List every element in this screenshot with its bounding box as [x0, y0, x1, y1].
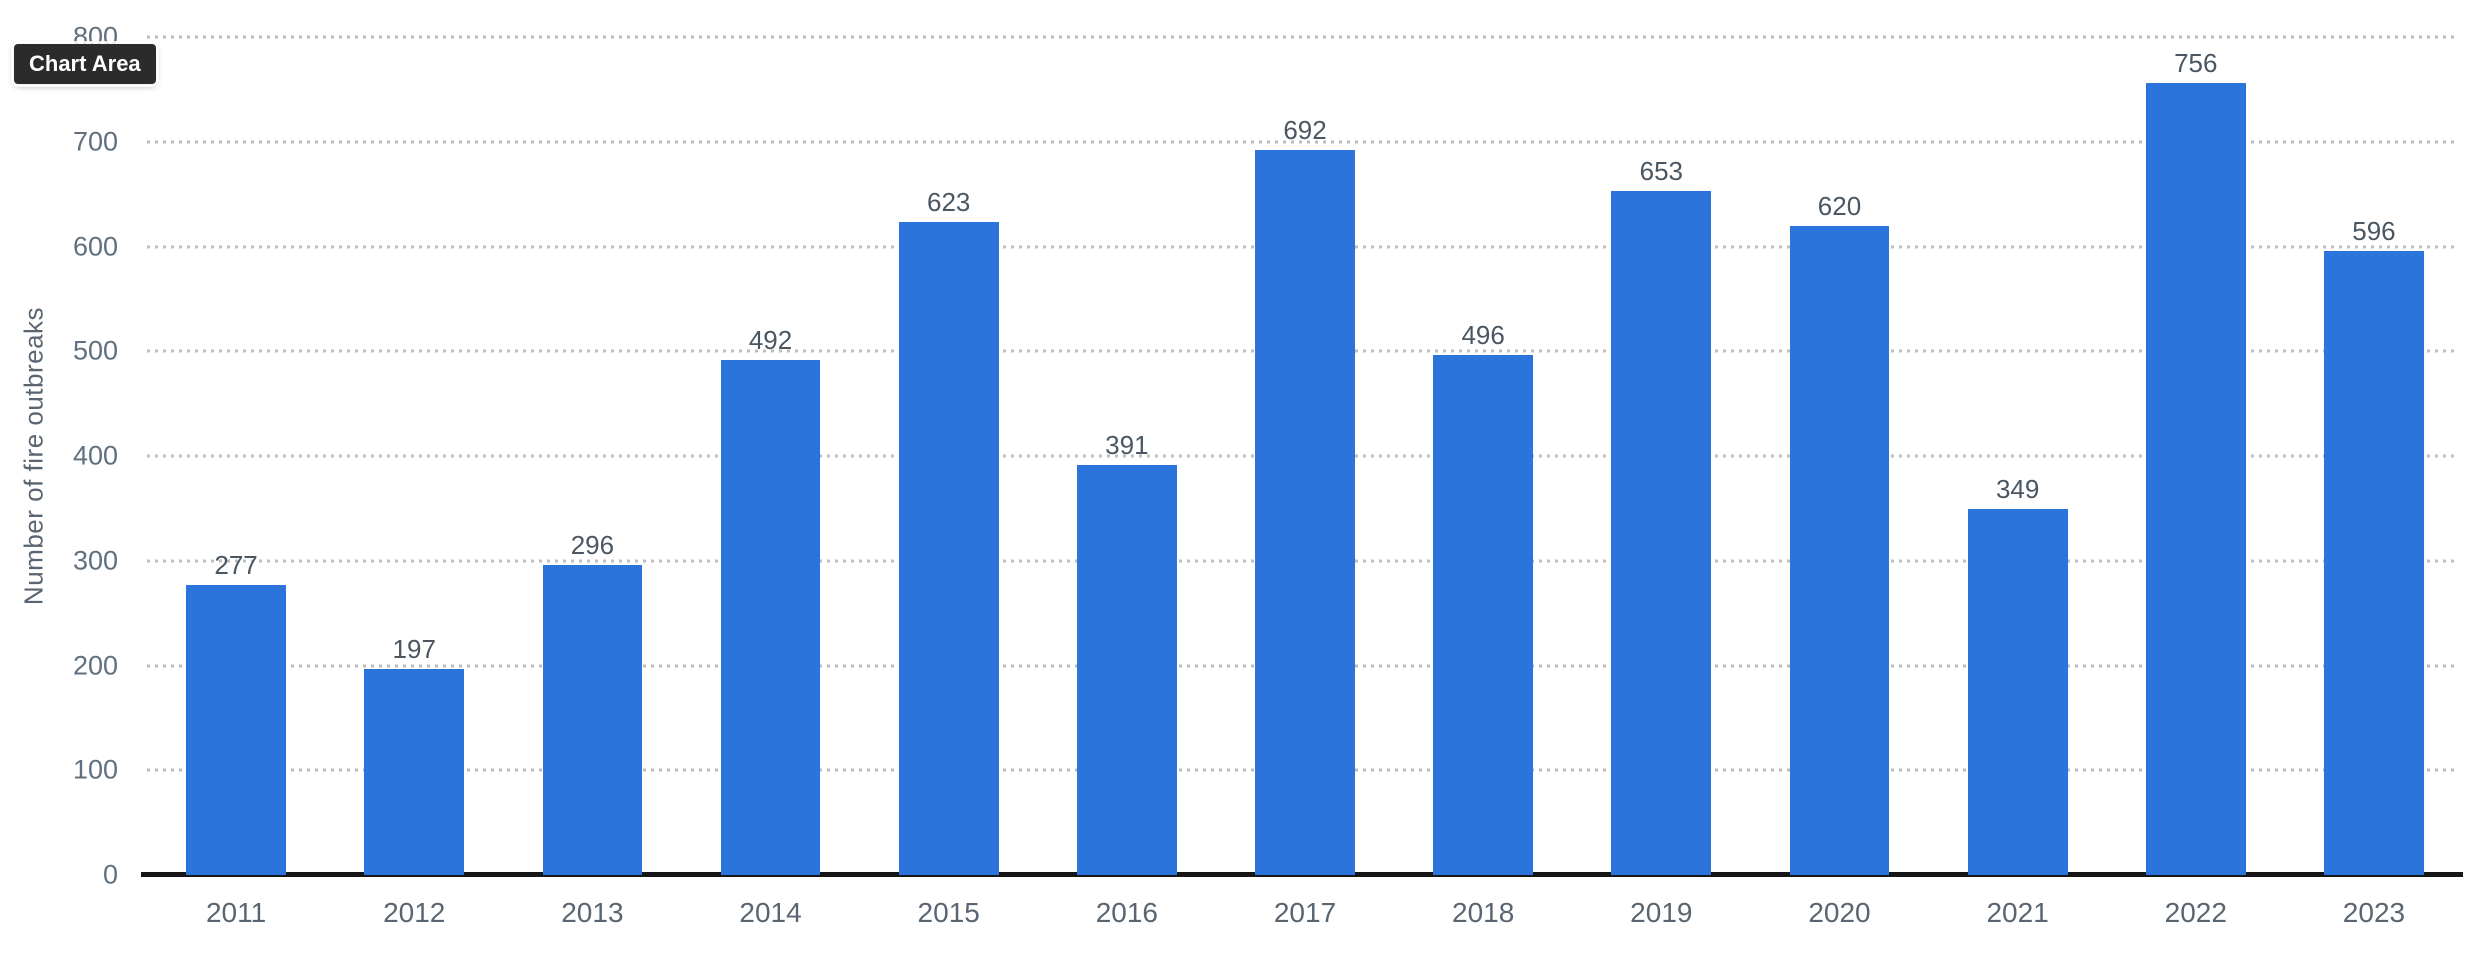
- y-tick-400: 400: [72, 440, 118, 471]
- bar-value-label-2016: 391: [1105, 430, 1149, 461]
- bar-2022[interactable]: [2145, 83, 2246, 875]
- y-tick-200: 200: [72, 650, 118, 680]
- x-axis-label-2022: 2022: [2164, 897, 2227, 928]
- bar-2019[interactable]: [1611, 190, 1712, 875]
- gridline-800: [147, 35, 2455, 39]
- bar-column-2018: 496: [1394, 37, 1572, 875]
- bar-value-label-2013: 296: [570, 529, 615, 560]
- bar-column-2023: 596: [2285, 37, 2463, 875]
- bar-2020[interactable]: [1789, 225, 1890, 875]
- bar-column-2020: 620: [1750, 37, 1928, 875]
- bar-value-label-2018: 496: [1461, 320, 1505, 351]
- bar-value-label-2022: 756: [2174, 48, 2218, 79]
- bar-2011[interactable]: [186, 584, 286, 875]
- chart-area-tooltip: Chart Area: [14, 44, 156, 85]
- bar-value-label-2017: 692: [1283, 115, 1327, 146]
- bar-column-2019: 653: [1572, 37, 1750, 875]
- x-axis-label-2020: 2020: [1808, 897, 1871, 928]
- x-axis-label-2019: 2019: [1630, 897, 1693, 928]
- bar-column-2014: 492: [681, 37, 859, 875]
- y-tick-100: 100: [72, 754, 118, 785]
- x-axis-label-2017: 2017: [1273, 897, 1337, 928]
- bar-2017[interactable]: [1255, 150, 1355, 875]
- gridline-700: [147, 140, 2455, 144]
- x-axis-label-2015: 2015: [917, 897, 980, 928]
- bar-value-label-2023: 596: [2352, 215, 2396, 246]
- bar-value-label-2019: 653: [1639, 155, 1684, 186]
- bar-column-2013: 296: [503, 37, 681, 875]
- bar-value-label-2011: 277: [214, 549, 258, 580]
- bar-column-2022: 756: [2107, 37, 2285, 875]
- bar-2013[interactable]: [542, 564, 643, 875]
- bar-column-2017: 692: [1216, 37, 1394, 875]
- bar-value-label-2012: 197: [392, 633, 436, 664]
- x-axis-label-2023: 2023: [2342, 897, 2406, 928]
- bar-2018[interactable]: [1433, 355, 1534, 875]
- x-axis-label-2011: 2011: [205, 897, 267, 928]
- bar-column-2016: 391: [1038, 37, 1216, 875]
- bar-2023[interactable]: [2324, 250, 2424, 875]
- x-axis-label-2014: 2014: [739, 897, 802, 928]
- bar-2014[interactable]: [720, 359, 821, 875]
- x-axis-label-2016: 2016: [1095, 897, 1158, 928]
- bar-2015[interactable]: [898, 222, 999, 875]
- bar-2016[interactable]: [1076, 465, 1177, 875]
- x-axis-label-2013: 2013: [561, 897, 624, 928]
- y-tick-500: 500: [72, 335, 118, 366]
- y-tick-700: 700: [72, 126, 118, 157]
- bar-value-label-2020: 620: [1817, 190, 1862, 221]
- bar-2021[interactable]: [1967, 509, 2068, 875]
- bar-2012[interactable]: [364, 668, 465, 875]
- bar-value-label-2014: 492: [748, 324, 793, 355]
- bar-column-2015: 623: [860, 37, 1038, 875]
- plot-area[interactable]: 277 197 296 492 623 391 692 496 653 620 349 756 596: [141, 35, 2463, 877]
- y-tick-0: 0: [102, 859, 118, 890]
- bar-value-label-2021: 349: [1995, 474, 2040, 505]
- y-tick-300: 300: [72, 545, 118, 576]
- bar-column-2021: 349: [1929, 37, 2107, 875]
- bar-column-2011: 277: [147, 37, 325, 875]
- bar-column-2012: 197: [325, 37, 503, 875]
- bar-value-label-2015: 623: [927, 187, 971, 218]
- bars-row: 277 197 296 492 623 391 692 496 653 620 349 756 596: [147, 37, 2463, 875]
- y-tick-600: 600: [72, 231, 118, 261]
- x-axis-label-2012: 2012: [383, 897, 446, 928]
- x-axis-label-2018: 2018: [1452, 897, 1515, 928]
- x-axis-label-2021: 2021: [1986, 897, 2049, 928]
- x-axis-labels: 2011 2012 2013 2014 2015 2016 2017 2018 2019 2020…: [147, 899, 2463, 927]
